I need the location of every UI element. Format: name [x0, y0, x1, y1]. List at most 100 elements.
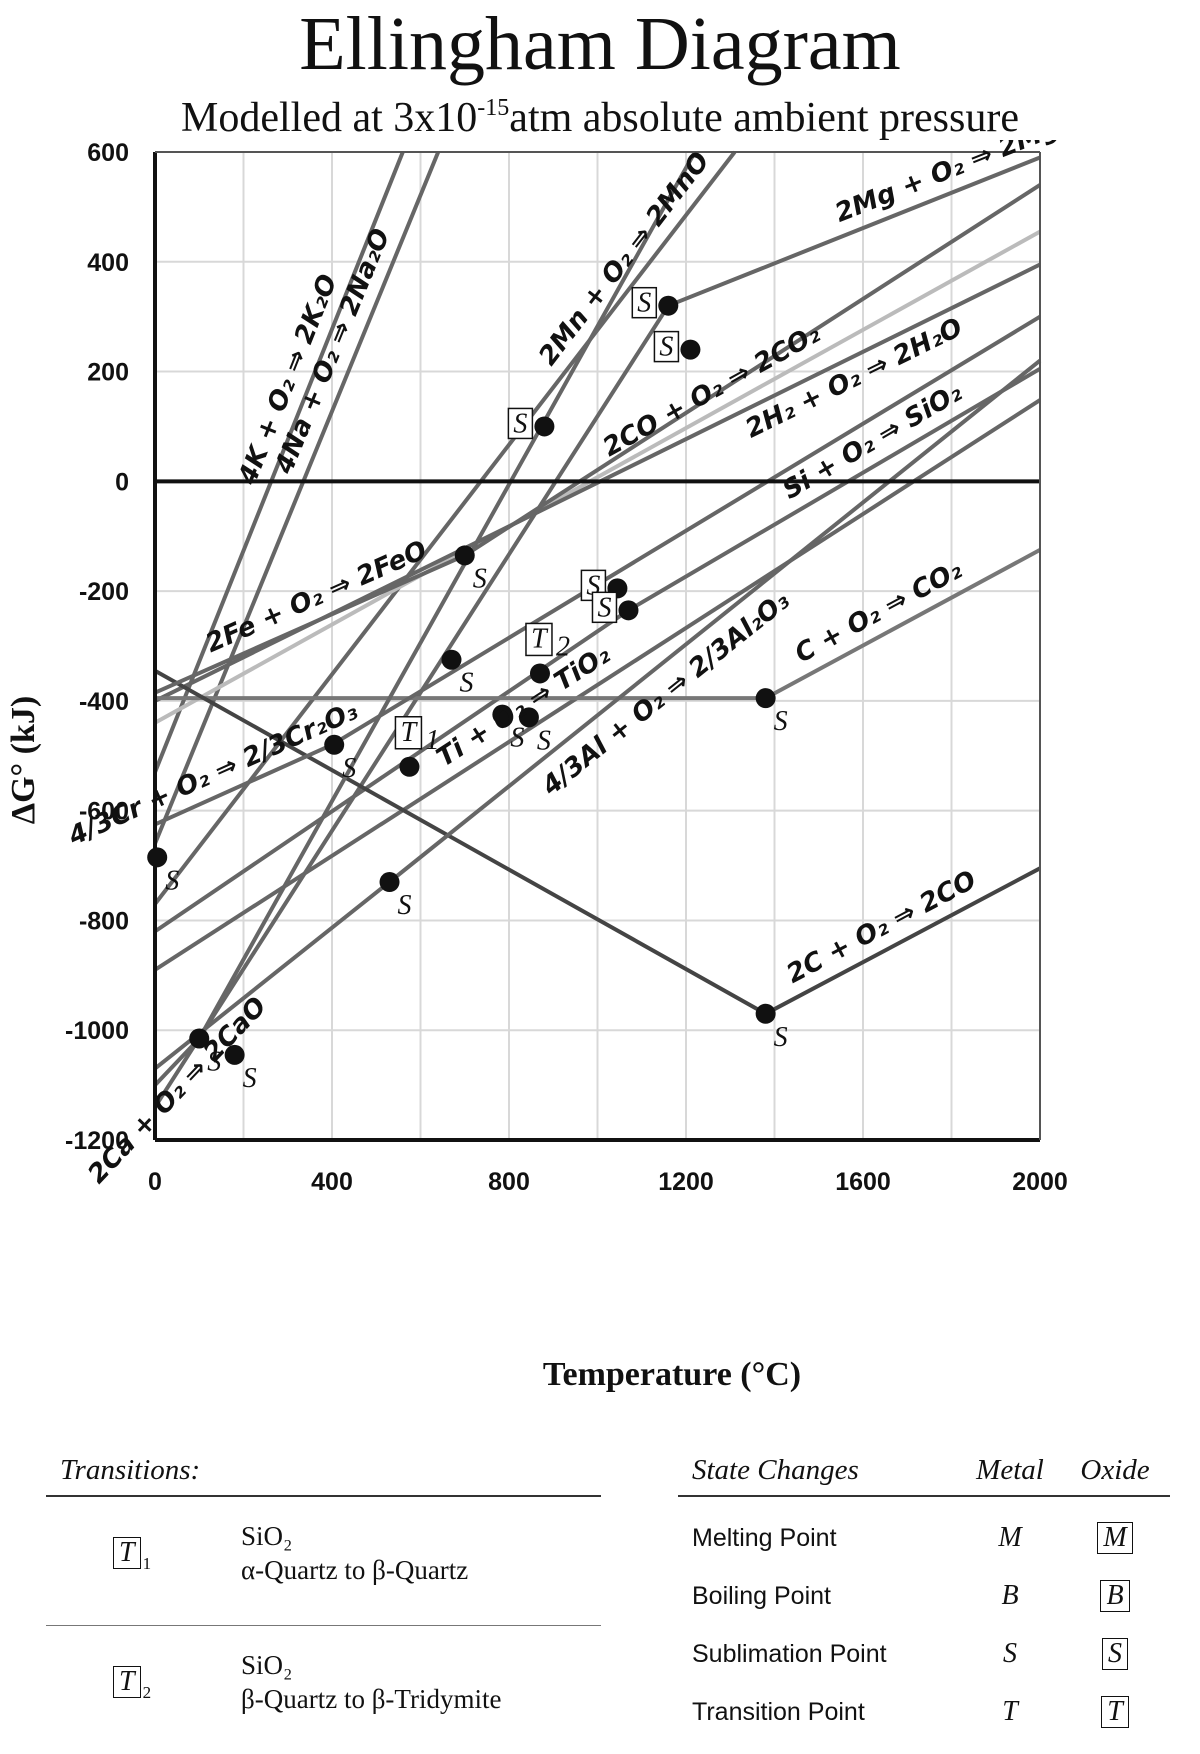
state-label: S: [774, 706, 788, 737]
state-point: [680, 339, 701, 360]
transition-point: [529, 663, 550, 684]
oxide-box: [591, 591, 618, 624]
x-tick-label: 400: [311, 1168, 353, 1196]
legend-row-name: Transition Point: [692, 1697, 865, 1726]
state-label: S: [398, 890, 412, 921]
legend-row-name: Sublimation Point: [692, 1639, 887, 1668]
state-point: [534, 416, 555, 437]
transitions-legend-title: Transitions:: [46, 1445, 601, 1497]
transition-sub: 2: [556, 631, 570, 662]
t2-line2: β-Quartz to β-Tridymite: [241, 1684, 502, 1714]
transition-sub: 1: [425, 725, 439, 756]
state-point: [755, 1003, 776, 1024]
state-point: [454, 545, 475, 566]
state-point: [189, 1028, 210, 1049]
y-tick-label: -1000: [65, 1017, 129, 1045]
state-point: [755, 688, 776, 709]
state-point: [324, 734, 345, 755]
chart-subtitle: Modelled at 3x10-15atm absolute ambient …: [0, 82, 1200, 144]
legend-row-name: Melting Point: [692, 1523, 837, 1552]
state-point: [379, 872, 400, 893]
y-tick-label: 0: [115, 468, 129, 496]
series-line: [153, 151, 441, 845]
t2-sub: 2: [142, 1683, 152, 1702]
x-tick-label: 2000: [1012, 1168, 1068, 1196]
series-line: [153, 151, 405, 773]
legend-row-name: Boiling Point: [692, 1581, 831, 1610]
series-label: 2Mg + O₂ ⇒ 2MgO: [831, 140, 1084, 229]
state-label: S: [243, 1063, 257, 1094]
y-tick-label: -800: [79, 907, 129, 935]
legend-row-transition: Transition Point T T: [678, 1683, 1170, 1741]
legend-row-melting: Melting Point M M: [678, 1509, 1170, 1567]
state-point: [441, 649, 462, 670]
oxide-box: S: [1102, 1638, 1128, 1670]
state-label: S: [342, 753, 356, 784]
legend-row-oxide: B: [1060, 1580, 1170, 1612]
series-label: 2Mn + O₂ ⇒ 2MnO: [533, 147, 716, 372]
series-line: [153, 150, 737, 906]
transition-label: T: [531, 623, 549, 654]
state-label: S: [473, 563, 487, 594]
y-tick-label: 400: [87, 249, 129, 277]
state-label: S: [774, 1022, 788, 1053]
state-label: S: [637, 288, 651, 319]
oxide-box: T: [1101, 1696, 1129, 1728]
x-tick-label: 800: [488, 1168, 530, 1196]
metal-column-title: Metal: [976, 1454, 1044, 1486]
transition-point: [399, 756, 420, 777]
state-point: [492, 704, 513, 725]
y-tick-label: -1200: [65, 1127, 129, 1155]
t1-description: SiO₂ α-Quartz to β-Quartz: [241, 1519, 468, 1587]
legend-row-oxide: M: [1060, 1522, 1170, 1554]
y-tick-label: 600: [87, 140, 129, 167]
transition-box: [525, 622, 553, 657]
series-line: [154, 229, 1041, 725]
legend-row-oxide: S: [1060, 1638, 1170, 1670]
transition-box: [394, 716, 423, 750]
state-point: [618, 600, 639, 621]
x-tick-label: 1200: [658, 1168, 714, 1196]
oxide-box: [631, 286, 658, 319]
legend-row-metal: M: [998, 1522, 1022, 1553]
legend-row-boiling: Boiling Point B B: [678, 1567, 1170, 1625]
oxide-column-title: Oxide: [1080, 1454, 1150, 1486]
y-tick-label: 200: [87, 359, 129, 387]
legend-row-sublimation: Sublimation Point S S: [678, 1625, 1170, 1683]
x-tick-label: 1600: [835, 1168, 891, 1196]
y-tick-label: -400: [79, 688, 129, 716]
state-point: [518, 707, 539, 728]
oxide-box: [507, 407, 534, 440]
series-label: 2CO + O₂ ⇒ 2CO₂: [598, 319, 826, 463]
legend-row-metal: B: [1001, 1580, 1019, 1611]
state-label: S: [537, 725, 551, 756]
state-label: S: [459, 668, 473, 699]
state-label: S: [597, 592, 611, 623]
t1-line1: SiO₂: [241, 1521, 293, 1551]
state-changes-legend: State Changes Metal Oxide Melting Point …: [678, 1445, 1170, 1741]
oxide-box: M: [1097, 1522, 1133, 1554]
state-point: [658, 295, 679, 316]
t2-box: T: [113, 1666, 141, 1698]
t1-line2: α-Quartz to β-Quartz: [241, 1555, 469, 1585]
state-point: [147, 847, 168, 868]
state-label: S: [659, 332, 673, 363]
y-tick-label: -200: [79, 578, 129, 606]
t1-sub: 1: [142, 1554, 152, 1573]
t2-line1: SiO₂: [241, 1650, 293, 1680]
chart-axes: [153, 151, 1041, 1142]
x-tick-label: 0: [148, 1168, 162, 1196]
oxide-box: B: [1100, 1580, 1130, 1612]
legend-row-metal: S: [1003, 1638, 1017, 1669]
state-label: S: [207, 1046, 221, 1077]
subtitle-pre: Modelled at 3x10: [181, 95, 478, 141]
subtitle-exponent: -15: [477, 95, 510, 121]
